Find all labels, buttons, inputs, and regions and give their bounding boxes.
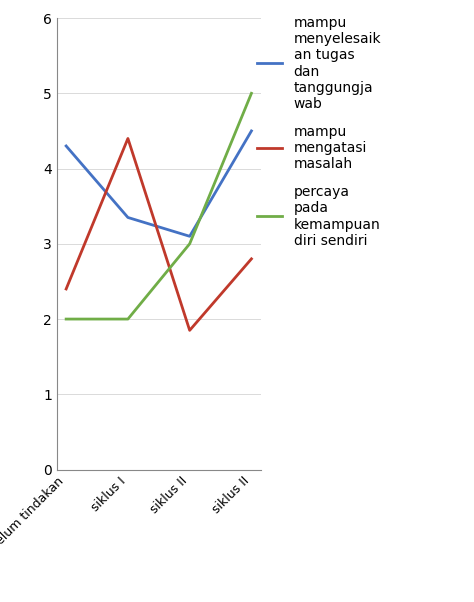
Legend: mampu
menyelesaik
an tugas
dan
tanggungja
wab, mampu
mengatasi
masalah, percaya
: mampu menyelesaik an tugas dan tanggungj… <box>257 16 381 248</box>
